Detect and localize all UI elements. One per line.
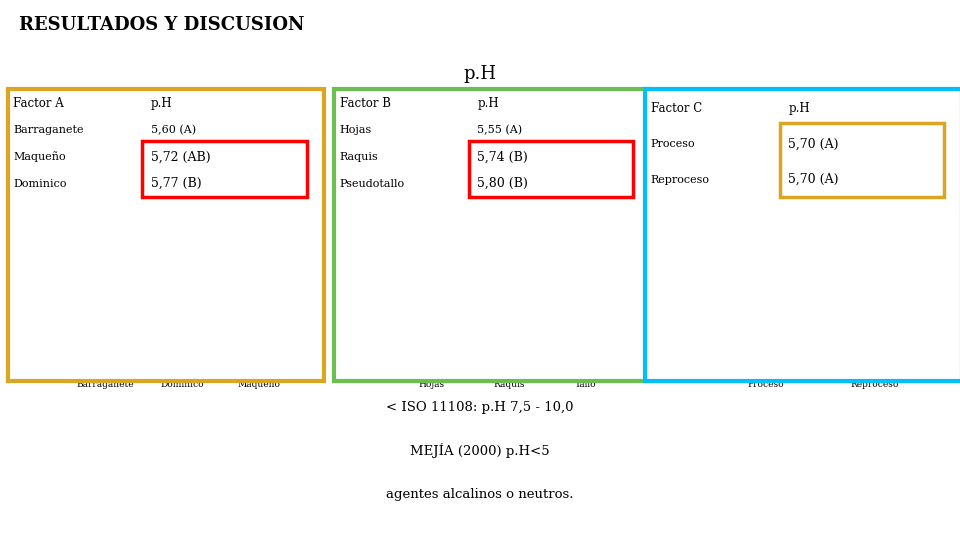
Text: agentes alcalinos o neutros.: agentes alcalinos o neutros. bbox=[386, 488, 574, 501]
Bar bbox=[415, 296, 449, 331]
Text: p.H: p.H bbox=[477, 97, 499, 110]
Text: Reproceso: Reproceso bbox=[651, 174, 709, 185]
Text: Dominico: Dominico bbox=[13, 179, 67, 188]
Text: RESULTADOS Y DISCUSION: RESULTADOS Y DISCUSION bbox=[19, 16, 304, 34]
Text: 5,72 (AB): 5,72 (AB) bbox=[151, 151, 210, 164]
Text: 5,55 (A): 5,55 (A) bbox=[477, 125, 522, 136]
Text: 5,70: 5,70 bbox=[714, 290, 737, 299]
Text: 5,70 (A): 5,70 (A) bbox=[788, 173, 839, 186]
Bar bbox=[242, 271, 276, 309]
Text: 5,70: 5,70 bbox=[823, 290, 847, 299]
Text: < ISO 11108: p.H 7,5 - 10,0: < ISO 11108: p.H 7,5 - 10,0 bbox=[386, 401, 574, 414]
Text: Factor C: Factor C bbox=[651, 102, 702, 115]
Bar bbox=[165, 274, 200, 307]
Text: Raquis: Raquis bbox=[340, 152, 378, 162]
Text: Factor B: Factor B bbox=[340, 97, 391, 110]
Text: Factor A: Factor A bbox=[13, 97, 64, 110]
Text: 5,80: 5,80 bbox=[542, 275, 566, 285]
Text: Maqueño: Maqueño bbox=[13, 152, 66, 163]
Text: 5,77 (B): 5,77 (B) bbox=[151, 177, 202, 190]
Text: 5,55: 5,55 bbox=[389, 311, 413, 320]
Text: p.H: p.H bbox=[464, 65, 496, 83]
Bar bbox=[568, 282, 603, 307]
Text: 5,70 (A): 5,70 (A) bbox=[788, 138, 839, 151]
Text: p.H: p.H bbox=[151, 97, 173, 110]
Text: Pseudotallo: Pseudotallo bbox=[340, 179, 405, 188]
Bar bbox=[88, 302, 123, 321]
Bar bbox=[492, 289, 526, 300]
Text: Proceso: Proceso bbox=[651, 139, 695, 149]
Text: 5,74 (B): 5,74 (B) bbox=[477, 151, 528, 164]
Text: 5,72: 5,72 bbox=[216, 287, 240, 296]
Bar bbox=[741, 285, 790, 314]
Text: Hojas: Hojas bbox=[340, 125, 372, 136]
Text: p.H: p.H bbox=[788, 102, 810, 115]
Text: 5,80 (B): 5,80 (B) bbox=[477, 177, 528, 190]
Text: MEJÍA (2000) p.H<5: MEJÍA (2000) p.H<5 bbox=[410, 443, 550, 458]
Text: 5,60: 5,60 bbox=[62, 304, 86, 313]
Text: 5,77: 5,77 bbox=[139, 280, 163, 289]
Text: Barraganete: Barraganete bbox=[13, 125, 84, 136]
Text: 5,60 (A): 5,60 (A) bbox=[151, 125, 196, 136]
Bar bbox=[850, 296, 899, 311]
Text: 5,74: 5,74 bbox=[466, 284, 490, 293]
